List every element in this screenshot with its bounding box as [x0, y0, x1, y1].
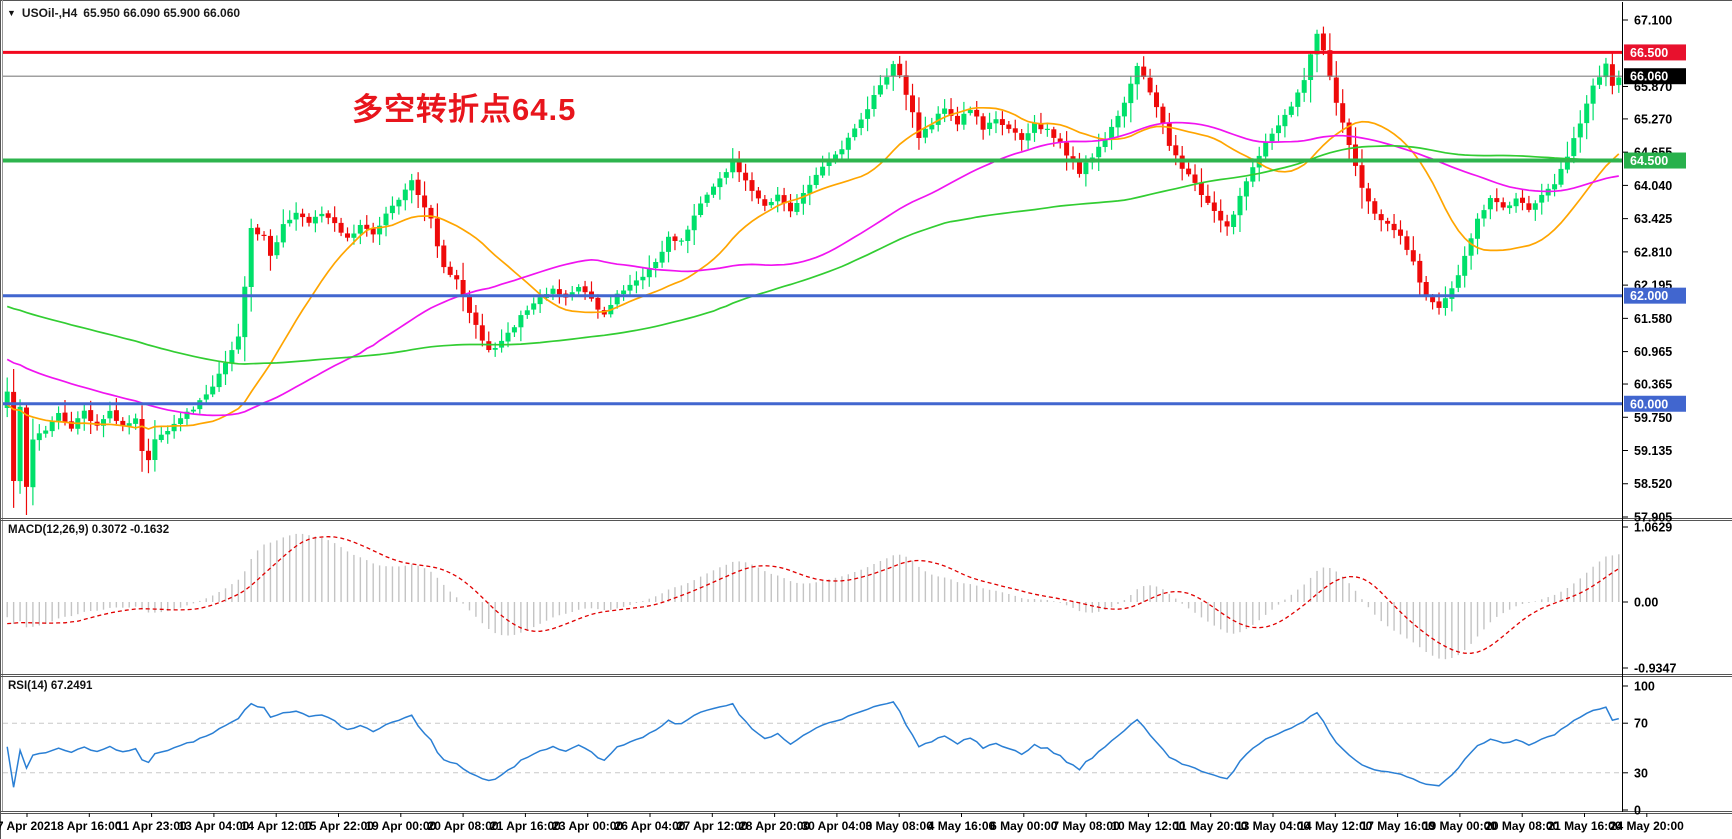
macd-axis-label: -0.9347	[1634, 662, 1676, 676]
price-axis-label: 59.750	[1634, 411, 1672, 425]
rsi-axis-label: 100	[1634, 680, 1655, 694]
price-axis-label: 59.135	[1634, 444, 1672, 458]
time-axis-label[interactable]: 7 May 08:00	[1052, 819, 1120, 833]
price-badge-label: 66.060	[1630, 70, 1668, 84]
price-badge-62.000	[1624, 287, 1686, 304]
macd-indicator-label: MACD(12,26,9) 0.3072 -0.1632	[8, 524, 170, 536]
time-axis-label[interactable]: 14 May 12:00	[1298, 819, 1372, 833]
macd-signal-line	[7, 536, 1620, 654]
price-badge-66.500	[1624, 44, 1686, 61]
time-axis-label[interactable]: 7 Apr 2021	[0, 819, 57, 833]
symbol-period-label: USOil-,H4	[21, 6, 78, 20]
time-axis-label[interactable]: 15 Apr 22:00	[303, 819, 374, 833]
time-axis-label[interactable]: 6 May 00:00	[990, 819, 1058, 833]
chart-header: ▼ USOil-,H4 65.950 66.090 65.900 66.060	[7, 6, 240, 20]
price-axis-label: 65.270	[1634, 112, 1672, 126]
macd-axis-label: 0.00	[1634, 596, 1658, 610]
time-axis-label[interactable]: 4 May 16:00	[928, 819, 996, 833]
rsi-axis-label: 0	[1634, 804, 1641, 818]
candlestick-layer[interactable]	[4, 26, 1622, 515]
chevron-down-icon[interactable]: ▼	[7, 8, 16, 18]
time-axis-label[interactable]: 19 May 00:00	[1423, 819, 1497, 833]
macd-histogram-layer[interactable]	[6, 533, 1620, 660]
moving-average-line-20[interactable]	[6, 106, 1620, 430]
price-axis-label: 60.965	[1634, 345, 1672, 359]
rsi-axis-label: 30	[1634, 766, 1648, 780]
price-badge-64.500	[1624, 152, 1686, 169]
chart-text-annotation[interactable]: 多空转折点64.5	[352, 92, 577, 127]
time-axis-label[interactable]: 24 May 20:00	[1610, 819, 1684, 833]
price-axis-label: 64.040	[1634, 179, 1672, 193]
time-axis-label[interactable]: 20 May 08:00	[1485, 819, 1559, 833]
price-axis-label: 60.365	[1634, 378, 1672, 392]
price-axis-label: 57.905	[1634, 510, 1672, 524]
price-axis-label: 63.425	[1634, 212, 1672, 226]
price-badge-label: 64.500	[1630, 154, 1668, 168]
time-axis-label[interactable]: 21 May 16:00	[1547, 819, 1621, 833]
rsi-line[interactable]	[6, 701, 1619, 788]
time-axis-label[interactable]: 27 Apr 12:00	[677, 819, 748, 833]
time-axis-label[interactable]: 13 Apr 04:00	[178, 819, 249, 833]
price-axis-label: 58.520	[1634, 477, 1672, 491]
time-axis-label[interactable]: 19 Apr 00:00	[365, 819, 436, 833]
time-axis-label[interactable]: 14 Apr 12:00	[241, 819, 312, 833]
time-axis-label[interactable]: 10 May 12:00	[1111, 819, 1185, 833]
time-axis-label[interactable]: 21 Apr 16:00	[490, 819, 561, 833]
rsi-indicator-label: RSI(14) 67.2491	[8, 680, 93, 692]
price-badge-label: 60.000	[1630, 397, 1668, 411]
price-badge-label: 66.500	[1630, 46, 1668, 60]
price-axis-label: 67.100	[1634, 14, 1672, 28]
time-axis-label[interactable]: 30 Apr 04:00	[801, 819, 872, 833]
time-axis-label[interactable]: 11 May 20:00	[1174, 819, 1248, 833]
time-axis-label[interactable]: 20 Apr 08:00	[428, 819, 499, 833]
moving-average-line-110[interactable]	[6, 145, 1619, 365]
price-axis-label: 62.810	[1634, 245, 1672, 259]
time-axis-label[interactable]: 28 Apr 20:00	[739, 819, 810, 833]
time-axis-label[interactable]: 17 May 16:00	[1361, 819, 1435, 833]
price-badge-66.060	[1624, 68, 1686, 85]
time-axis-label[interactable]: 26 Apr 04:00	[615, 819, 686, 833]
price-badge-label: 62.000	[1630, 289, 1668, 303]
moving-average-line-55[interactable]	[6, 121, 1619, 417]
time-axis-label[interactable]: 23 Apr 00:00	[552, 819, 623, 833]
time-axis-label[interactable]: 13 May 04:00	[1236, 819, 1310, 833]
time-axis-label[interactable]: 3 May 08:00	[866, 819, 934, 833]
price-axis-label: 61.580	[1634, 312, 1672, 326]
time-axis-label[interactable]: 11 Apr 23:00	[116, 819, 187, 833]
price-badge-60.000	[1624, 395, 1686, 412]
macd-axis-label: 1.0629	[1634, 521, 1672, 535]
quote-ohlc-values: 65.950 66.090 65.900 66.060	[83, 6, 241, 20]
time-axis-label[interactable]: 8 Apr 16:00	[57, 819, 122, 833]
rsi-axis-label: 70	[1634, 717, 1648, 731]
